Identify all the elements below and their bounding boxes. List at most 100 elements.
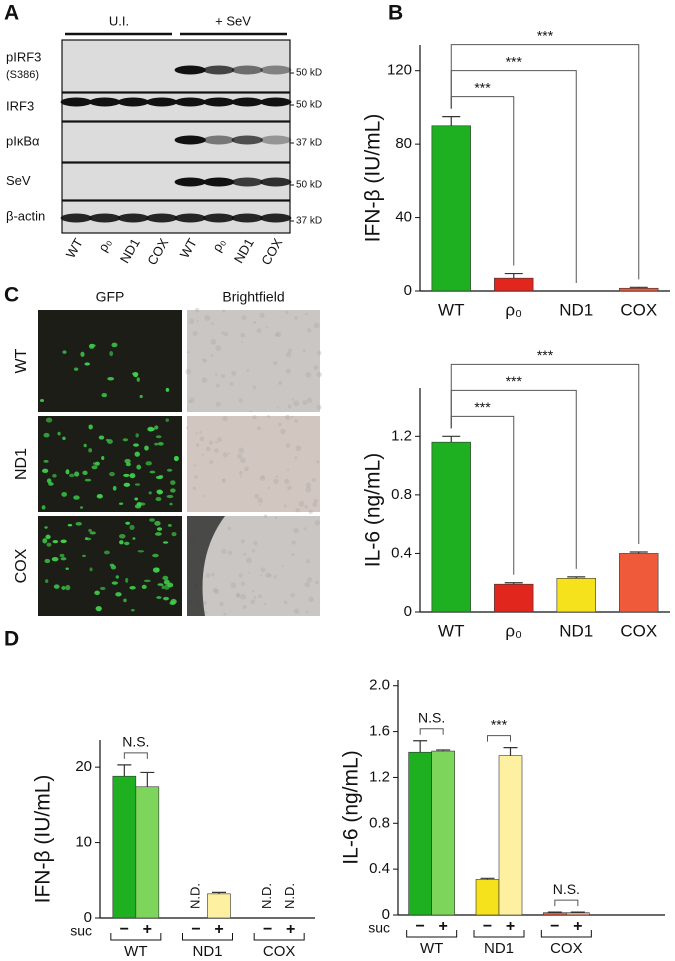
brightfield-texture xyxy=(211,572,215,577)
bar xyxy=(556,578,596,613)
brightfield-texture xyxy=(259,475,266,481)
blot-band xyxy=(117,97,149,107)
significance-label: *** xyxy=(474,79,491,95)
gfp-cell xyxy=(129,524,135,531)
brightfield-texture xyxy=(295,507,301,513)
gfp-cell xyxy=(53,584,60,589)
brightfield-texture xyxy=(258,594,263,599)
blot-band xyxy=(203,177,235,187)
brightfield-texture xyxy=(221,548,227,555)
brightfield-texture xyxy=(221,478,226,483)
significance-label: *** xyxy=(506,373,523,389)
gfp-cell xyxy=(171,531,177,537)
gfp-cell xyxy=(118,502,124,505)
brightfield-texture xyxy=(196,319,199,323)
significance-label: N.S. xyxy=(418,709,445,725)
gfp-cell xyxy=(155,475,163,480)
gfp-cell xyxy=(149,470,156,474)
brightfield-texture xyxy=(306,577,313,583)
brightfield-texture xyxy=(294,456,298,460)
bar xyxy=(431,125,471,292)
gfp-cell xyxy=(165,387,170,392)
brightfield-texture xyxy=(311,477,316,483)
brightfield-texture xyxy=(193,464,197,467)
y-axis-label: IFN-β (IU/mL) xyxy=(362,114,385,243)
y-tick-label: 0.4 xyxy=(391,544,412,561)
error-bar xyxy=(413,740,428,753)
gfp-cell xyxy=(132,537,136,540)
gfp-cell xyxy=(94,590,100,596)
series-label: + xyxy=(506,918,515,935)
brightfield-texture xyxy=(241,581,246,586)
brightfield-texture xyxy=(249,410,253,413)
brightfield-texture xyxy=(257,426,261,431)
error-bar xyxy=(442,435,461,443)
brightfield-texture xyxy=(254,493,260,499)
brightfield-texture xyxy=(235,592,241,597)
brightfield-texture xyxy=(246,369,250,372)
blot-band xyxy=(231,65,263,75)
gfp-cell xyxy=(133,443,139,447)
brightfield-texture xyxy=(189,397,195,403)
brightfield-texture xyxy=(259,312,265,318)
brightfield-texture xyxy=(284,478,290,485)
brightfield-texture xyxy=(188,318,195,325)
brightfield-texture xyxy=(210,338,217,345)
series-label: + xyxy=(214,921,223,938)
y-axis-label: IL-6 (ng/mL) xyxy=(340,750,363,864)
brightfield-texture xyxy=(305,312,308,316)
panel-label: D xyxy=(4,628,19,651)
group-bracket xyxy=(253,933,305,941)
brightfield-texture xyxy=(278,380,283,385)
x-tick-label: ND1 xyxy=(192,943,222,960)
brightfield-texture xyxy=(199,431,202,434)
lane-label: ρ₀ xyxy=(209,236,228,255)
x-axis-label: suc xyxy=(368,920,390,936)
y-tick-label: 120 xyxy=(387,62,412,79)
brightfield-texture xyxy=(215,440,218,444)
blot-band xyxy=(117,213,149,223)
brightfield-texture xyxy=(240,341,243,344)
gfp-cell xyxy=(157,489,162,494)
brightfield-texture xyxy=(284,414,291,421)
gfp-cell xyxy=(107,439,113,444)
brightfield-texture xyxy=(201,453,204,456)
brightfield-texture xyxy=(215,401,221,407)
error-bar xyxy=(503,747,518,756)
significance-bracket xyxy=(554,899,579,907)
group-bracket xyxy=(406,930,458,938)
gfp-cell xyxy=(79,506,84,509)
brightfield-texture xyxy=(252,415,257,420)
series-label: − xyxy=(263,921,272,938)
group-bracket xyxy=(110,933,162,941)
brightfield-texture xyxy=(246,557,252,564)
brightfield-texture xyxy=(229,382,234,386)
x-tick-label: COX xyxy=(620,621,657,640)
blot-band xyxy=(231,97,263,107)
brightfield-texture xyxy=(263,514,268,518)
brightfield-texture xyxy=(306,328,312,333)
gfp-cell xyxy=(152,553,159,558)
brightfield-texture xyxy=(298,501,305,507)
brightfield-texture xyxy=(290,415,294,419)
gfp-cell xyxy=(95,605,102,612)
gfp-cell xyxy=(155,497,162,502)
brightfield-texture xyxy=(185,368,192,375)
x-axis-label: suc xyxy=(70,923,92,939)
gfp-cell xyxy=(67,523,73,527)
brightfield-texture xyxy=(304,581,311,588)
brightfield-texture xyxy=(295,445,302,452)
significance-label: *** xyxy=(491,716,508,732)
blot-band xyxy=(146,213,178,223)
series-label: − xyxy=(415,918,424,935)
brightfield-texture xyxy=(268,573,272,578)
brightfield-texture xyxy=(304,504,309,509)
brightfield-texture xyxy=(283,504,287,508)
gfp-cell xyxy=(123,482,131,487)
brightfield-texture xyxy=(285,443,291,448)
brightfield-texture xyxy=(305,610,309,614)
gfp-cell xyxy=(134,504,142,509)
blot-band xyxy=(260,135,292,145)
gfp-cell xyxy=(51,556,59,562)
